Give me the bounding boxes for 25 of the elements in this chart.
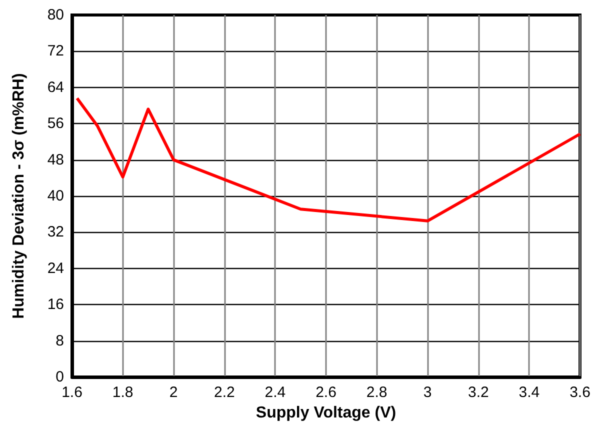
y-tick-label: 72 (47, 42, 64, 60)
x-tick-label: 3.4 (518, 384, 540, 401)
x-tick-label: 3.2 (468, 384, 489, 401)
x-axis-title: Supply Voltage (V) (256, 404, 396, 422)
y-tick-label: 32 (47, 224, 64, 241)
line-series (76, 96, 582, 222)
y-tick-label: 8 (56, 332, 64, 350)
y-tick-label: 64 (47, 78, 64, 96)
y-axis-title: Humidity Deviation - 3σ (m%RH) (10, 73, 28, 319)
x-tick-label: 2.2 (214, 384, 235, 401)
x-tick-label: 3 (423, 384, 432, 401)
y-tick-label: 16 (47, 296, 64, 314)
y-tick-label: 40 (47, 188, 64, 204)
y-tick-label: 56 (47, 115, 64, 132)
y-tick-label: 24 (47, 260, 64, 277)
x-tick-label: 1.8 (112, 384, 134, 401)
x-tick-label: 3.6 (570, 384, 590, 401)
y-tick-label: 80 (47, 6, 64, 24)
x-tick-label: 2 (169, 384, 178, 401)
y-tick-label: 48 (47, 151, 64, 168)
x-tick-label: 1.6 (62, 384, 82, 401)
x-tick-label: 2.4 (264, 384, 286, 401)
x-tick-label: 2.8 (366, 384, 388, 401)
x-tick-label: 2.6 (316, 384, 336, 401)
y-tick-label: 0 (56, 368, 64, 386)
